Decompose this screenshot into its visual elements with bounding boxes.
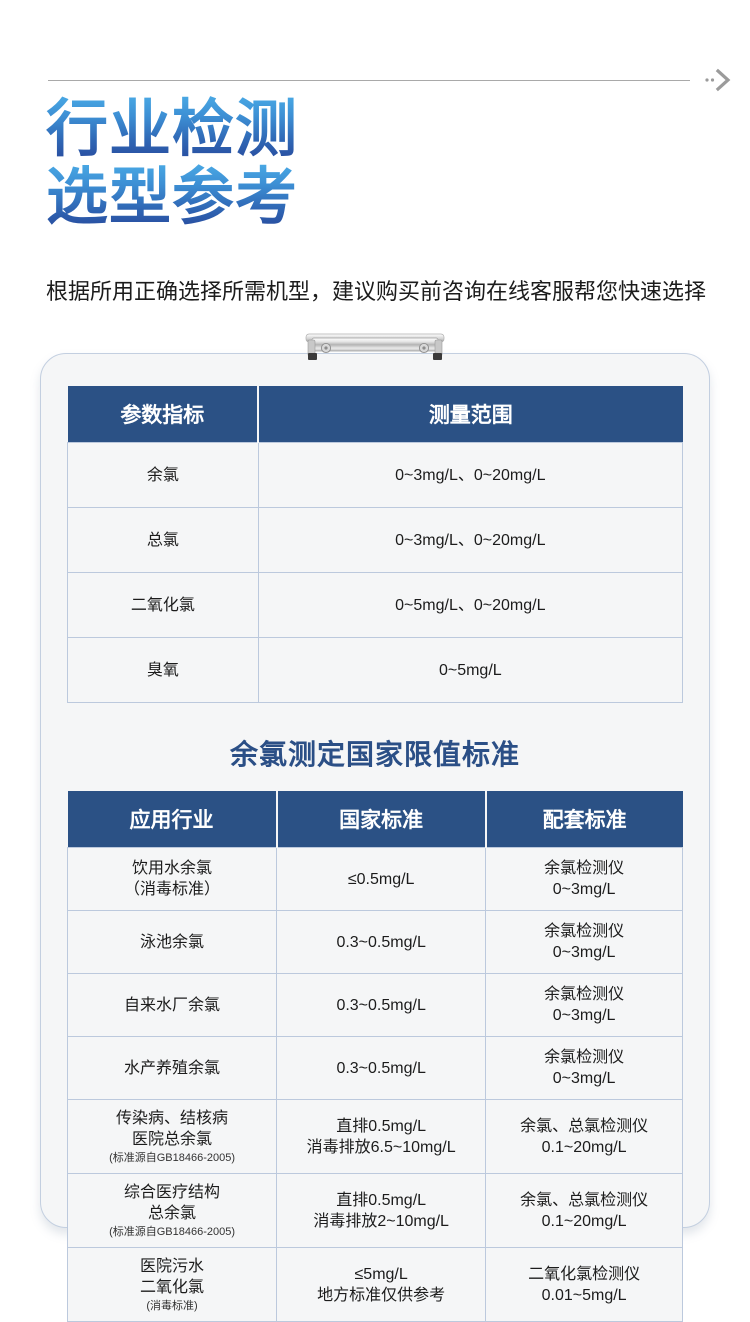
table-row: 总氯 0~3mg/L、0~20mg/L [67, 507, 684, 573]
cell-matching-standard: 余氯检测仪 0~3mg/L [485, 1036, 683, 1100]
cell-industry: 传染病、结核病 医院总余氯 (标准源自GB18466-2005) [66, 1099, 278, 1174]
industry-line-1: 水产养殖余氯 [124, 1059, 221, 1077]
national-limit-standard-table: 应用行业 国家标准 配套标准 饮用水余氯 （消毒标准） ≤0.5mg/L 余氯检… [66, 791, 683, 1322]
device-line-2: 0~3mg/L [552, 881, 616, 898]
cell-range: 0~5mg/L [257, 637, 684, 703]
cell-industry: 泳池余氯 [66, 910, 278, 974]
device-line-1: 二氧化氯检测仪 [528, 1265, 641, 1283]
measurement-range-table: 参数指标 测量范围 余氯 0~3mg/L、0~20mg/L 总氯 0~3mg/L… [67, 386, 684, 703]
cell-matching-standard: 二氧化氯检测仪 0.01~5mg/L [485, 1247, 683, 1322]
clipboard-clip-icon [302, 332, 448, 362]
table-row: 自来水厂余氯 0.3~0.5mg/L 余氯检测仪 0~3mg/L [66, 973, 683, 1037]
cell-matching-standard: 余氯检测仪 0~3mg/L [485, 910, 683, 974]
cell-parameter: 总氯 [67, 507, 259, 573]
device-line-1: 余氯、总氯检测仪 [520, 1117, 649, 1135]
device-line-2: 0.1~20mg/L [541, 1138, 627, 1156]
col-header-matching-standard: 配套标准 [484, 791, 683, 848]
cell-national-standard: ≤5mg/L 地方标准仅供参考 [276, 1247, 487, 1322]
device-line-2: 0.01~5mg/L [541, 1286, 627, 1304]
cell-industry: 综合医疗结构 总余氯 (标准源自GB18466-2005) [66, 1173, 278, 1248]
cell-national-standard: 直排0.5mg/L 消毒排放2~10mg/L [276, 1173, 487, 1248]
page-title-line-1: 行业检测 [46, 96, 706, 164]
cell-industry: 水产养殖余氯 [66, 1036, 278, 1100]
table-row: 二氧化氯 0~5mg/L、0~20mg/L [67, 572, 684, 638]
page-title-line-2: 选型参考 [46, 164, 706, 232]
cell-national-standard: 0.3~0.5mg/L [276, 1036, 487, 1100]
table-row: 水产养殖余氯 0.3~0.5mg/L 余氯检测仪 0~3mg/L [66, 1036, 683, 1100]
device-line-1: 余氯检测仪 [544, 860, 625, 877]
cell-national-standard: 直排0.5mg/L 消毒排放6.5~10mg/L [276, 1099, 487, 1174]
device-line-2: 0~3mg/L [552, 1070, 616, 1087]
cell-parameter: 臭氧 [67, 637, 259, 703]
cell-matching-standard: 余氯、总氯检测仪 0.1~20mg/L [485, 1173, 683, 1248]
top-divider-bar [0, 60, 750, 100]
device-line-2: 0~3mg/L [552, 1007, 616, 1024]
industry-line-1: 饮用水余氯 [132, 860, 213, 877]
table-row: 综合医疗结构 总余氯 (标准源自GB18466-2005) 直排0.5mg/L … [66, 1173, 683, 1248]
table-row: 余氯 0~3mg/L、0~20mg/L [67, 442, 684, 508]
table-row: 医院污水 二氧化氯 (消毒标准) ≤5mg/L 地方标准仅供参考 二氧化氯检测仪… [66, 1247, 683, 1322]
standard-line-1: 直排0.5mg/L [336, 1191, 427, 1209]
page-title: 行业检测 选型参考 [46, 96, 706, 232]
cell-parameter: 余氯 [67, 442, 259, 508]
standard-line-1: ≤0.5mg/L [347, 870, 415, 888]
industry-line-1: 传染病、结核病 [116, 1110, 229, 1127]
cell-industry: 自来水厂余氯 [66, 973, 278, 1037]
cell-national-standard: 0.3~0.5mg/L [276, 910, 487, 974]
device-line-1: 余氯、总氯检测仪 [520, 1191, 649, 1209]
col-header-parameter: 参数指标 [67, 386, 259, 443]
chevron-right-dashed-icon [690, 67, 750, 93]
industry-line-2: （消毒标准） [124, 881, 221, 898]
cell-industry: 饮用水余氯 （消毒标准） [66, 847, 278, 911]
standard-line-2: 消毒排放6.5~10mg/L [306, 1138, 456, 1156]
cell-industry: 医院污水 二氧化氯 (消毒标准) [66, 1247, 278, 1322]
cell-matching-standard: 余氯、总氯检测仪 0.1~20mg/L [485, 1099, 683, 1174]
standard-line-2: 消毒排放2~10mg/L [313, 1212, 449, 1230]
device-line-2: 0~3mg/L [552, 944, 616, 961]
standard-line-1: 0.3~0.5mg/L [336, 933, 426, 951]
spec-card: 参数指标 测量范围 余氯 0~3mg/L、0~20mg/L 总氯 0~3mg/L… [40, 353, 710, 1322]
industry-line-1: 泳池余氯 [140, 933, 205, 951]
standard-line-1: 0.3~0.5mg/L [336, 1059, 426, 1077]
standard-line-1: 直排0.5mg/L [336, 1117, 427, 1135]
device-line-2: 0.1~20mg/L [541, 1212, 627, 1230]
table-header-row: 应用行业 国家标准 配套标准 [67, 791, 683, 848]
table-row: 泳池余氯 0.3~0.5mg/L 余氯检测仪 0~3mg/L [66, 910, 683, 974]
page-subtitle: 根据所用正确选择所需机型，建议购买前咨询在线客服帮您快速选择 [46, 279, 707, 304]
section-heading: 余氯测定国家限值标准 [229, 739, 520, 770]
industry-line-2: 二氧化氯 [140, 1279, 205, 1296]
cell-range: 0~3mg/L、0~20mg/L [257, 507, 684, 573]
industry-line-2: 医院总余氯 [132, 1131, 213, 1148]
col-header-industry: 应用行业 [67, 791, 277, 848]
table-header-row: 参数指标 测量范围 [67, 386, 683, 443]
table-row: 饮用水余氯 （消毒标准） ≤0.5mg/L 余氯检测仪 0~3mg/L [66, 847, 683, 911]
standard-line-2: 地方标准仅供参考 [317, 1286, 446, 1304]
cell-range: 0~3mg/L、0~20mg/L [257, 442, 684, 508]
device-line-1: 余氯检测仪 [544, 1049, 625, 1066]
industry-source-note: (标准源自GB18466-2005) [109, 1152, 236, 1164]
standard-line-1: ≤5mg/L [354, 1265, 408, 1283]
industry-source-note: (消毒标准) [146, 1300, 198, 1312]
cell-matching-standard: 余氯检测仪 0~3mg/L [485, 847, 683, 911]
col-header-range: 测量范围 [257, 386, 683, 443]
table-row: 臭氧 0~5mg/L [67, 637, 684, 703]
industry-line-1: 自来水厂余氯 [124, 996, 221, 1014]
standard-line-1: 0.3~0.5mg/L [336, 996, 426, 1014]
cell-national-standard: ≤0.5mg/L [276, 847, 487, 911]
industry-line-2: 总余氯 [148, 1205, 197, 1222]
cell-range: 0~5mg/L、0~20mg/L [257, 572, 684, 638]
cell-matching-standard: 余氯检测仪 0~3mg/L [485, 973, 683, 1037]
device-line-1: 余氯检测仪 [544, 923, 625, 940]
table-row: 传染病、结核病 医院总余氯 (标准源自GB18466-2005) 直排0.5mg… [66, 1099, 683, 1174]
industry-line-1: 医院污水 [140, 1258, 205, 1275]
cell-parameter: 二氧化氯 [67, 572, 259, 638]
cell-national-standard: 0.3~0.5mg/L [276, 973, 487, 1037]
device-line-1: 余氯检测仪 [544, 986, 625, 1003]
industry-line-1: 综合医疗结构 [124, 1184, 221, 1201]
col-header-national-standard: 国家标准 [275, 791, 486, 848]
horizontal-divider [48, 79, 690, 81]
industry-source-note: (标准源自GB18466-2005) [109, 1226, 236, 1238]
